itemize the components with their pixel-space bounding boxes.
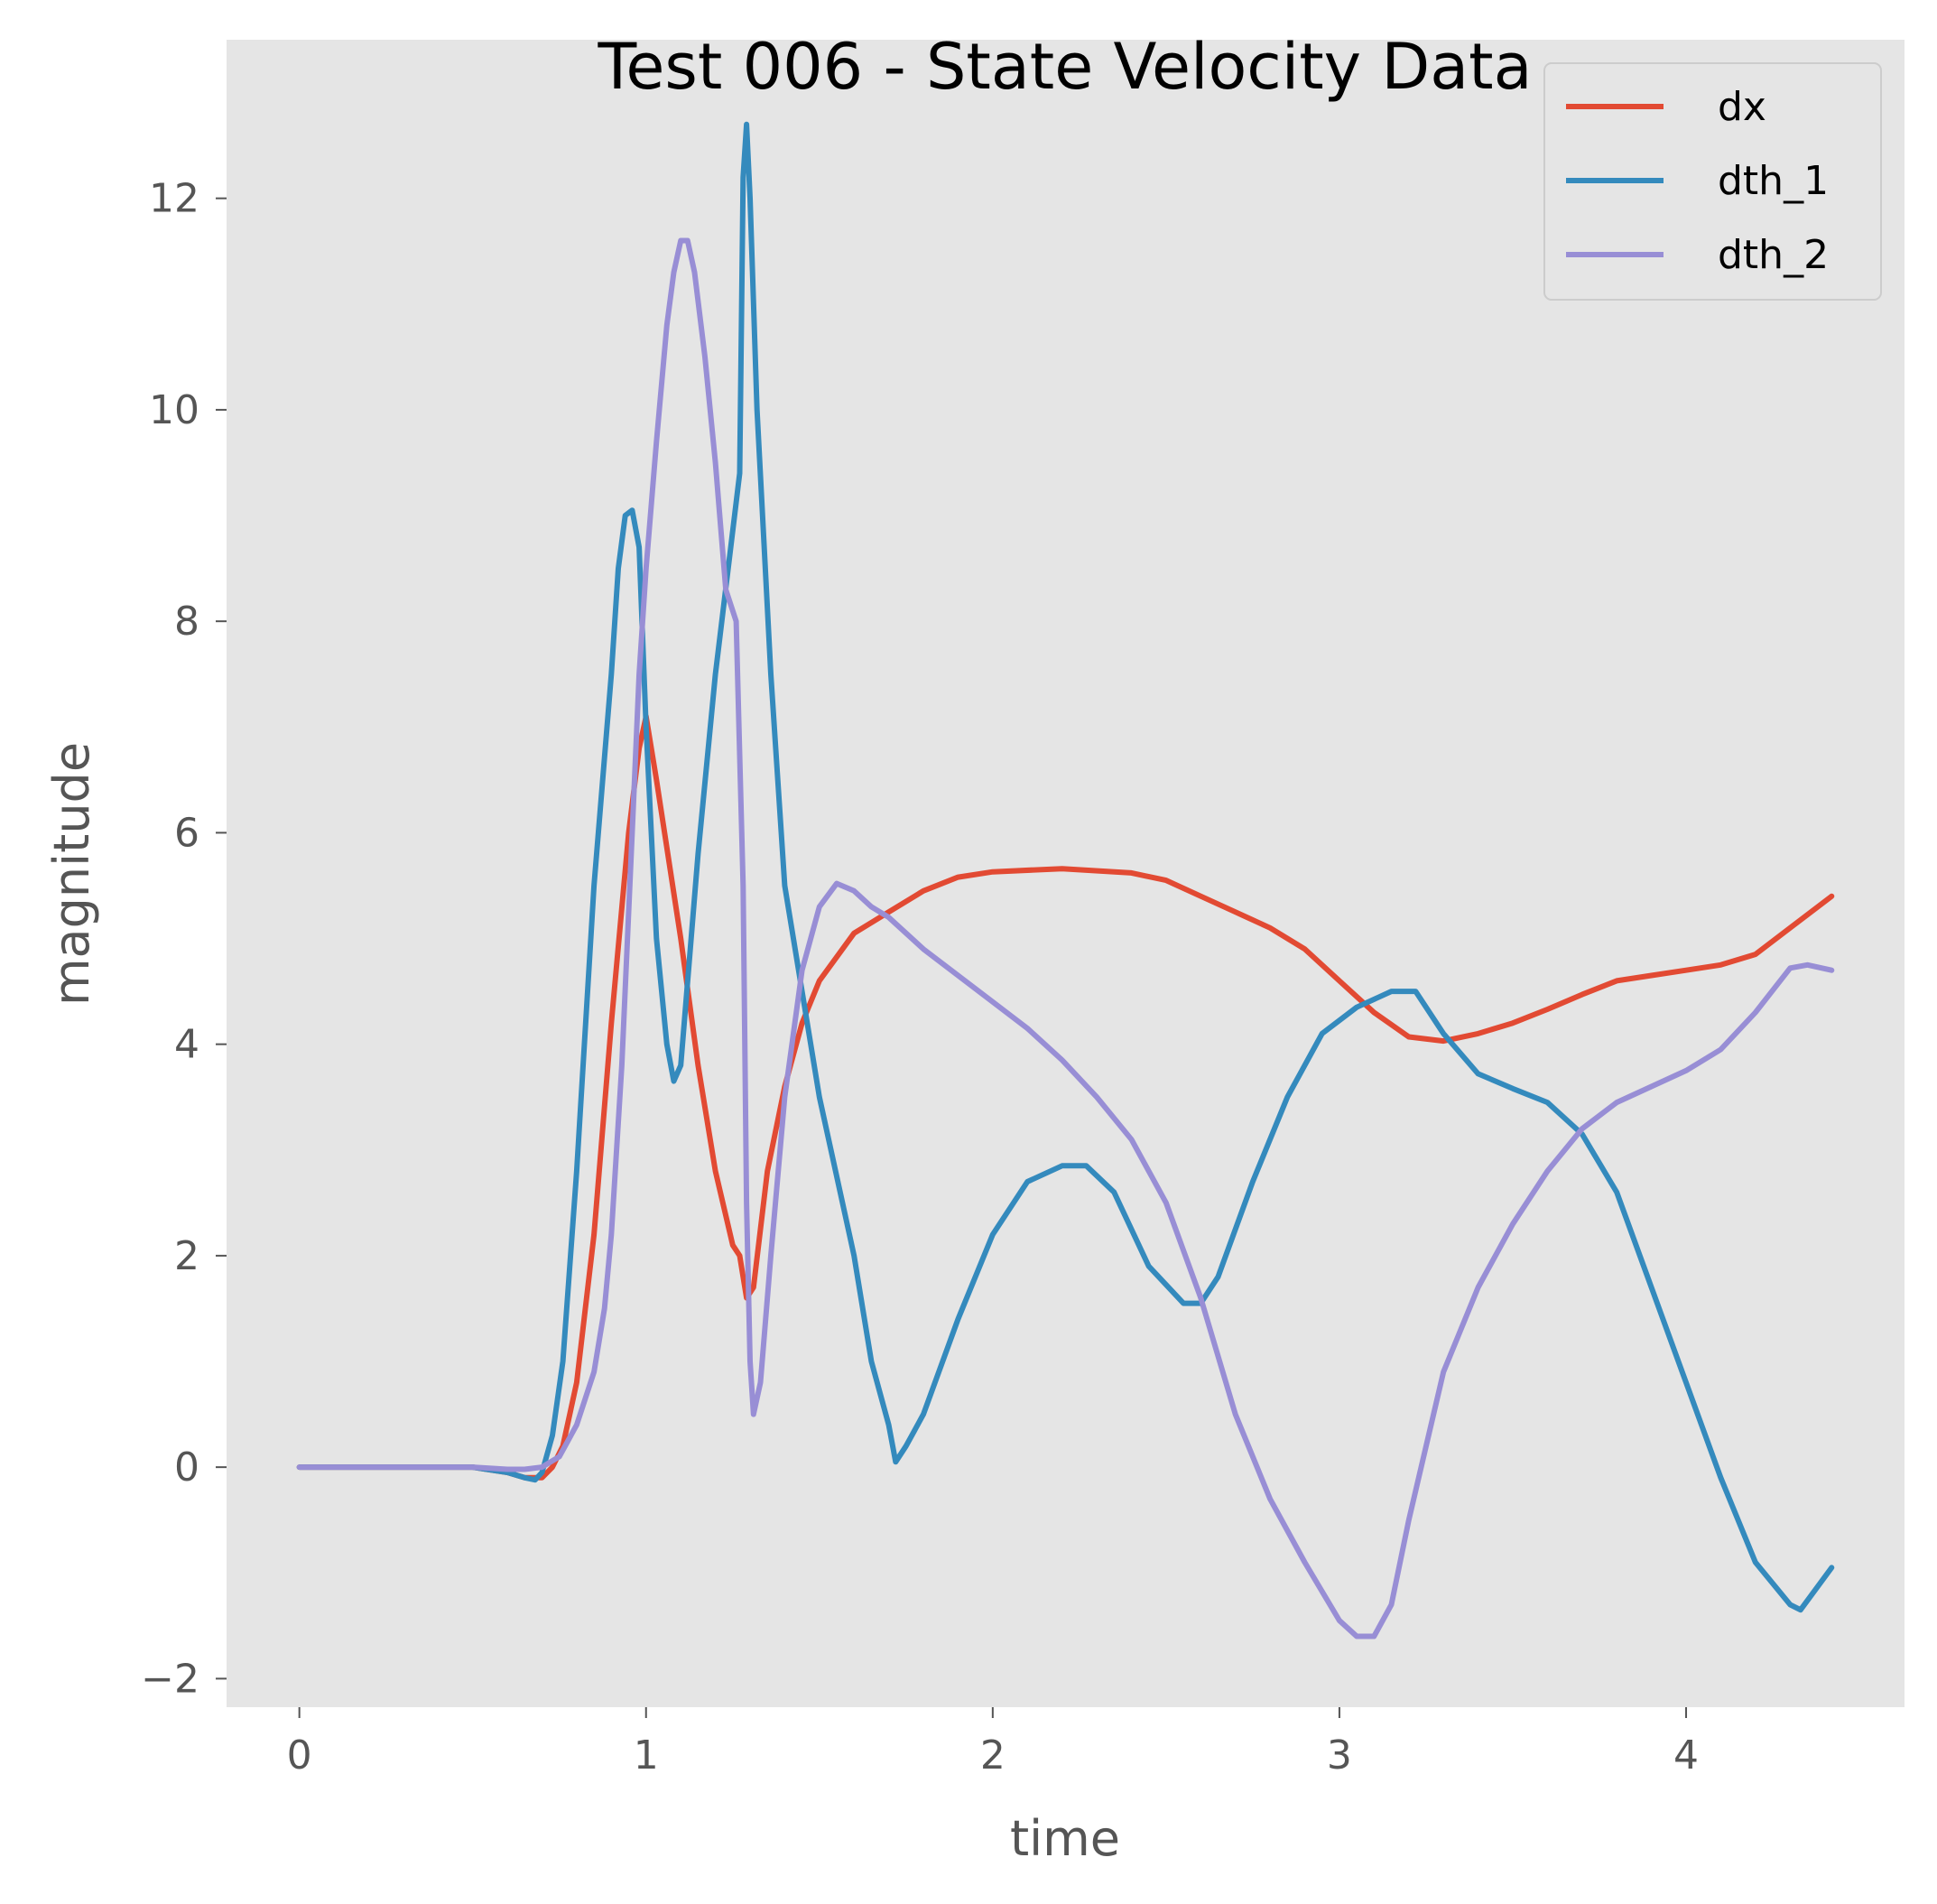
- x-tick-label: 4: [1673, 1732, 1699, 1779]
- series-line-dth-1: [296, 121, 1835, 1613]
- y-tick-label: 4: [174, 1022, 199, 1068]
- y-tick-label: 8: [174, 599, 199, 645]
- legend-box: [1543, 62, 1882, 301]
- x-axis-title: time: [1010, 1810, 1120, 1867]
- x-tick-label: 3: [1327, 1732, 1352, 1779]
- x-tick-label: 2: [980, 1732, 1006, 1779]
- legend-label-dth-2: dth_2: [1718, 232, 1829, 278]
- legend-label-dth-1: dth_1: [1718, 158, 1829, 204]
- legend-items: dx dth_1 dth_2: [1566, 84, 1829, 278]
- x-tick-label: 1: [634, 1732, 659, 1779]
- y-tick-label: 12: [149, 176, 199, 222]
- legend: dx dth_1 dth_2: [1543, 62, 1882, 301]
- y-axis-title: magnitude: [43, 742, 100, 1006]
- plot-area: [227, 40, 1905, 1707]
- y-tick-label: 0: [174, 1444, 199, 1491]
- y-tick-label: 2: [174, 1233, 199, 1279]
- series-line-dx: [296, 713, 1835, 1481]
- legend-label-dx: dx: [1718, 84, 1766, 130]
- y-tick-label: 6: [174, 810, 199, 856]
- y-tick-label: 10: [149, 387, 199, 433]
- y-tick-label: −2: [141, 1656, 199, 1702]
- series-line-dth-2: [296, 237, 1835, 1639]
- chart-title: Test 006 - State Velocity Data: [598, 30, 1533, 104]
- data-lines: [296, 121, 1835, 1639]
- x-tick-label: 0: [287, 1732, 312, 1779]
